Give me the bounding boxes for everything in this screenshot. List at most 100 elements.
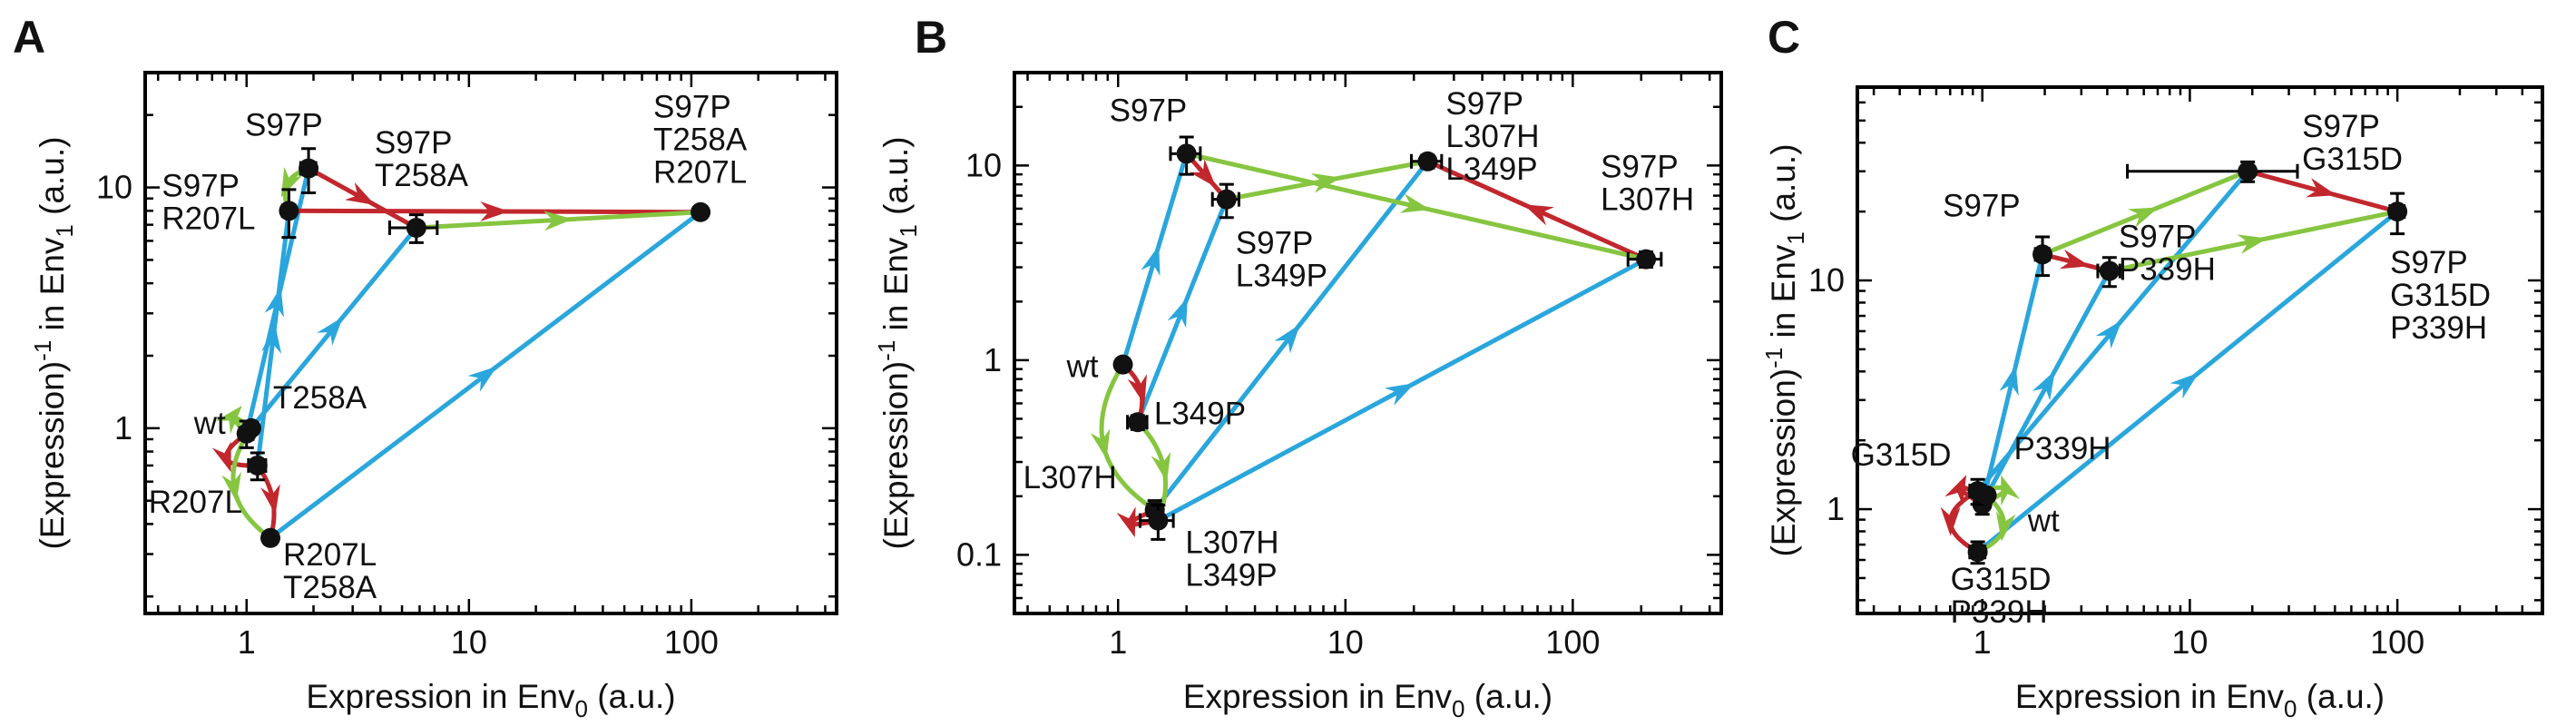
panel-c: C 1 10 100 1 10 Expression in Env0 (a.u.) (Expr… [1760, 12, 2544, 722]
point-L349P: L349P [1126, 396, 1246, 433]
plot-frame [1013, 71, 1723, 615]
point-S97P: S97P [245, 108, 323, 194]
y-axis-label: (Expression)-1 in Env1 (a.u.) [873, 136, 922, 549]
arrow-head [1940, 506, 1961, 536]
point-label: R207L [149, 485, 242, 520]
arrow-head [2001, 475, 2021, 506]
arrow-head [1399, 193, 1431, 213]
arrow-head [1151, 451, 1171, 483]
point-label: S97P [1110, 93, 1188, 128]
axis-ticks [1014, 71, 1721, 615]
point-S97P-G315D-P339H: S97P G315D P339H [2387, 191, 2491, 346]
data-point [1417, 151, 1438, 172]
x-tick-label: 10 [2171, 623, 2208, 661]
x-tick-label: 100 [1545, 623, 1600, 661]
arrow-head [1189, 159, 1217, 188]
data-point [240, 417, 261, 438]
point-S97P-L349P: S97P L349P [1210, 182, 1327, 294]
panel-letter: A [13, 12, 45, 63]
arrow-head [221, 471, 242, 503]
data-point [2238, 161, 2258, 182]
genotype-points: wt L349P L307H L307H L349P S97P S97P L349P S97P L… [1024, 86, 1695, 594]
panel-a: A 1 10 100 1 10 Expression in Env0 (a.u.) (Expr… [13, 12, 838, 722]
y-tick-label: 0.1 [956, 535, 1002, 573]
point-label: S97P R207L [162, 168, 255, 236]
x-tick-label: 1 [1974, 623, 1992, 661]
data-point [1112, 354, 1133, 375]
point-label: S97P T258A R207L [653, 90, 748, 191]
y-tick-label: 10 [1808, 261, 1845, 299]
y-tick-label: 10 [96, 169, 132, 206]
arrow-head [2237, 234, 2268, 254]
x-tick-label: 1 [1109, 623, 1127, 661]
x-tick-label: 10 [1327, 623, 1364, 661]
arrow-head [215, 405, 242, 435]
point-label: wt [193, 406, 226, 441]
arrow-head [1141, 245, 1161, 276]
panel-letter: B [915, 12, 947, 63]
point-label: L307H [1024, 460, 1117, 495]
arrow-head [1995, 511, 2016, 542]
data-point [260, 527, 281, 548]
plot-frame [143, 71, 838, 615]
point-label: S97P P339H [2119, 220, 2216, 288]
point-G315D-P339H: G315D P339H [1951, 540, 2052, 630]
panel-letter: C [1768, 12, 1800, 63]
point-S97P: S97P [1110, 93, 1202, 176]
point-R207L-T258A: R207L T258A [260, 527, 377, 605]
arrow-head [2170, 372, 2199, 399]
data-point [299, 158, 319, 179]
point-label: S97P G315D P339H [2390, 245, 2491, 346]
point-S97P-P339H: S97P P339H [2096, 220, 2216, 289]
data-point [406, 218, 426, 239]
arrow-head [317, 317, 344, 346]
arrow-head [1167, 297, 1188, 329]
x-tick-label: 100 [664, 623, 719, 661]
data-point [1127, 412, 1148, 433]
point-S97P: S97P [1943, 188, 2053, 278]
point-label: L349P [1154, 396, 1246, 431]
mutation-arrows [211, 166, 702, 540]
point-label: G315D P339H [1951, 562, 2052, 630]
mutation-arrows [1090, 151, 1648, 538]
arrow-head [2306, 178, 2337, 198]
y-tick-label: 10 [965, 146, 1002, 183]
arrow-head [1116, 506, 1136, 538]
x-axis-label: Expression in Env0 (a.u.) [1183, 678, 1552, 722]
point-label: S97P G315D [2302, 109, 2403, 177]
point-S97P-T258A-R207L: S97P T258A R207L [653, 90, 748, 222]
y-axis-label: (Expression)-1 in Env1 (a.u.) [29, 136, 78, 549]
point-P339H: P339H [1976, 431, 2111, 505]
point-label: T258A [273, 380, 367, 416]
arrow-head [1310, 172, 1342, 193]
arrow-head [345, 182, 376, 206]
x-tick-label: 10 [451, 623, 487, 661]
panels-layer: A 1 10 100 1 10 Expression in Env0 (a.u.) (Expr… [13, 12, 2544, 722]
arrow-head [1127, 374, 1148, 405]
point-label: L307H L349P [1185, 525, 1278, 594]
panel-b: B 1 10 100 0.1 1 10 Expression in Env0 (a.u.) (E… [873, 12, 1723, 722]
data-point [279, 201, 299, 221]
data-point [691, 201, 711, 222]
point-label: P339H [2014, 431, 2111, 466]
y-tick-label: 1 [114, 409, 132, 446]
point-label: wt [1066, 349, 1099, 385]
data-point [2032, 244, 2053, 265]
x-tick-label: 100 [2370, 623, 2424, 661]
arrow-head [1523, 204, 1554, 226]
arrow-head [261, 323, 282, 354]
arrow-head [2032, 370, 2055, 401]
data-point [1176, 143, 1197, 164]
y-axis-label: (Expression)-1 in Env1 (a.u.) [1760, 143, 1809, 556]
point-label: S97P [245, 108, 323, 143]
point-L307H-L349P: L307H L349P [1139, 504, 1278, 594]
x-axis-label: Expression in Env0 (a.u.) [2015, 678, 2385, 722]
point-S97P-R207L: S97P R207L [162, 168, 299, 240]
data-point [1967, 542, 1988, 563]
point-label: wt [2027, 504, 2060, 539]
x-axis-label: Expression in Env0 (a.u.) [306, 678, 675, 722]
point-S97P-L307H-L349P: S97P L307H L349P [1409, 86, 1540, 187]
